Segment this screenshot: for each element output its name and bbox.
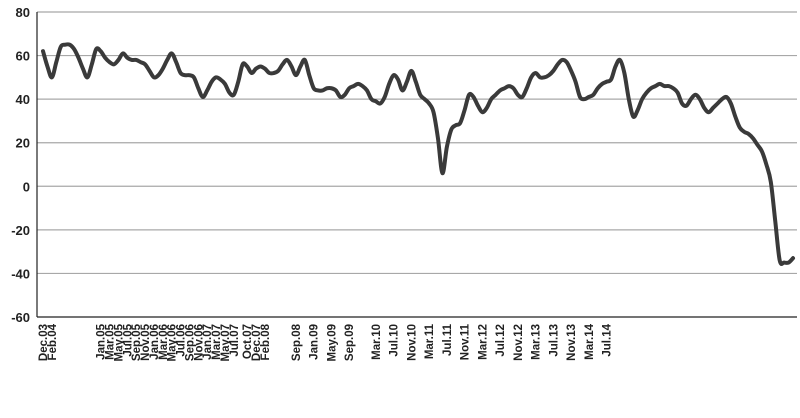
- x-tick-label: Nov.05: [140, 323, 152, 360]
- x-tick-label: Jul.13: [548, 324, 560, 357]
- x-tick-label: Jul.05: [122, 323, 134, 356]
- y-axis-tick-labels: -60 -40 -20 0 20 40 60 80: [11, 5, 30, 325]
- x-tick-label: Mar.06: [158, 324, 170, 360]
- x-tick-label: Mar.13: [531, 324, 543, 360]
- x-tick-label: Jan.06: [149, 324, 161, 360]
- x-tick-label: Nov.06: [193, 324, 205, 361]
- y-tick-label: 80: [16, 5, 30, 20]
- x-tick-label: Jul.07: [229, 324, 241, 357]
- x-tick-label: Jul.06: [176, 324, 188, 357]
- x-tick-label: May.07: [220, 324, 232, 362]
- y-tick-label: -60: [11, 310, 30, 325]
- x-tick-label: Sep.08: [291, 323, 303, 361]
- x-tick-label: May.06: [167, 324, 179, 362]
- y-tick-label: -20: [11, 223, 30, 238]
- x-tick-label: Mar.11: [424, 323, 436, 359]
- y-tick-label: 20: [16, 136, 30, 151]
- x-tick-label: Jan.09: [309, 324, 321, 360]
- x-tick-label: Nov.13: [566, 324, 578, 361]
- x-tick-label: Jul.14: [602, 323, 614, 356]
- x-tick-label: Dec.07: [251, 324, 263, 361]
- y-tick-label: -40: [11, 266, 30, 281]
- x-tick-label: Mar.12: [477, 324, 489, 360]
- x-tick-label: May.05: [113, 323, 125, 361]
- x-tick-label: Jan.07: [202, 324, 214, 360]
- y-tick-label: 40: [16, 92, 30, 107]
- x-tick-label: Mar.05: [105, 323, 117, 359]
- x-tick-label: Nov.12: [513, 324, 525, 361]
- x-tick-label: Jul.10: [389, 324, 401, 357]
- x-tick-label: Nov.10: [406, 324, 418, 361]
- y-tick-label: 60: [16, 49, 30, 64]
- x-tick-label: Feb.04: [47, 323, 59, 360]
- x-tick-label: May.09: [326, 324, 338, 362]
- x-tick-label: Feb.08: [260, 323, 272, 360]
- x-tick-label: Mar.07: [211, 324, 223, 360]
- x-tick-label: Dec.03: [38, 324, 50, 361]
- x-tick-label: Jul.12: [495, 324, 507, 357]
- x-tick-label: Mar.14: [584, 323, 596, 359]
- x-tick-label: Jan.05: [96, 323, 108, 359]
- series-line: [41, 42, 795, 266]
- x-tick-label: Sep.09: [344, 324, 356, 361]
- x-tick-label: Oct.07: [242, 324, 254, 359]
- gridlines: [37, 11, 797, 275]
- y-tick-label: 0: [23, 179, 30, 194]
- x-tick-label: Sep.06: [184, 324, 196, 361]
- x-tick-label: Nov.11: [460, 323, 472, 360]
- x-tick-label: Jul.11: [442, 323, 454, 356]
- x-tick-label: Mar.10: [371, 324, 383, 360]
- x-tick-label: Sep.05: [131, 323, 143, 361]
